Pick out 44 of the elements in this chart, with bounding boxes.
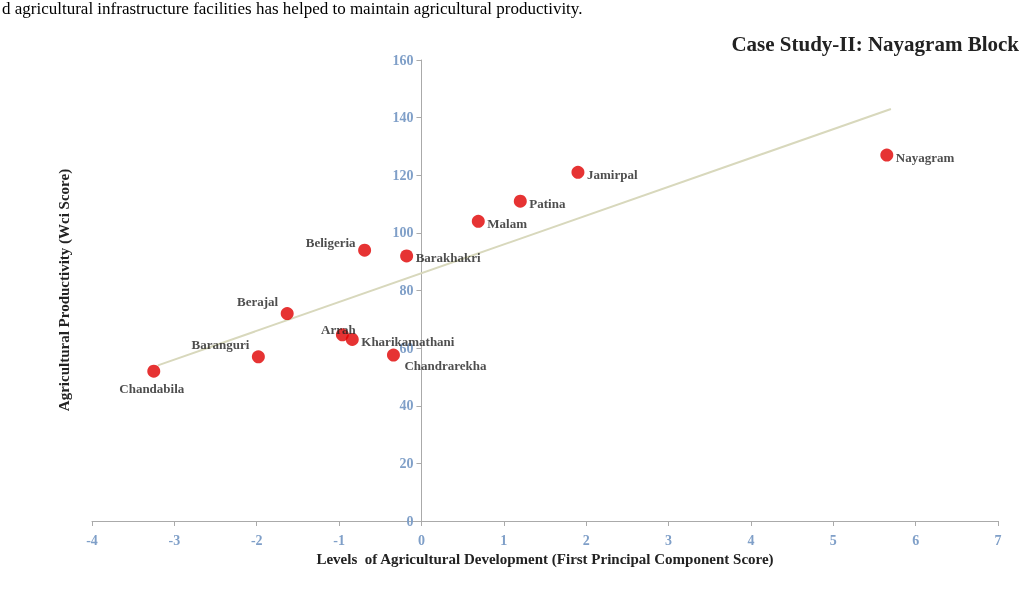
- x-tick-label: -2: [250, 532, 263, 548]
- annotation: Nayagram: [895, 149, 955, 165]
- chart-title: Case Study-II: Nayagram Block: [731, 31, 1020, 56]
- text: d agricultural infrastructure facilities has helped to maintain agricultural productivity.: [2, 0, 583, 18]
- x-tick-label: -1: [333, 532, 345, 548]
- point: [251, 350, 265, 364]
- y-tick-label: 160: [392, 52, 414, 68]
- x-tick-label: 7: [994, 532, 1002, 548]
- point: [400, 249, 414, 263]
- annotation: Arrah: [321, 321, 357, 337]
- x-tick-label: 3: [665, 532, 673, 548]
- point: [880, 148, 894, 162]
- x-tick-label: -4: [86, 532, 98, 548]
- x-tick-label: 4: [747, 532, 755, 548]
- point: [386, 348, 400, 362]
- y-tick-label: 140: [392, 110, 414, 126]
- x-tick-label: 6: [912, 532, 920, 548]
- annotation: Baranguri: [191, 337, 250, 353]
- annotation: Berajal: [237, 294, 279, 310]
- annotation: Jamirpal: [586, 166, 638, 182]
- y-tick-label: 20: [399, 455, 414, 471]
- x-tick-label: 1: [500, 532, 508, 548]
- point: [358, 243, 372, 257]
- y-axis-title: Agricultural Productivity (Wci Score): [56, 168, 73, 412]
- annotation: Beligeria: [305, 234, 357, 250]
- x-tick-label: -3: [168, 532, 181, 548]
- annotation: Chandrarekha: [404, 357, 488, 373]
- x-tick-label: 0: [417, 532, 425, 548]
- x-tick-label: 5: [829, 532, 837, 548]
- point: [471, 214, 485, 228]
- annotation: Barakhakri: [415, 250, 482, 266]
- annotation: Malam: [487, 215, 528, 231]
- y-tick-label: 40: [399, 398, 414, 414]
- y-tick-label: 100: [392, 225, 414, 241]
- point: [147, 364, 161, 378]
- point: [513, 194, 527, 208]
- annotation: Patina: [529, 195, 566, 211]
- y-tick-label: 80: [399, 283, 414, 298]
- point: [280, 307, 294, 321]
- x-axis-title: Levels of Agricultural Development (First Principal Component Score): [316, 551, 774, 569]
- point: [571, 165, 585, 179]
- y-tick-label: 120: [392, 167, 414, 183]
- annotation: Chandabila: [119, 381, 185, 397]
- x-tick-label: 2: [582, 532, 590, 548]
